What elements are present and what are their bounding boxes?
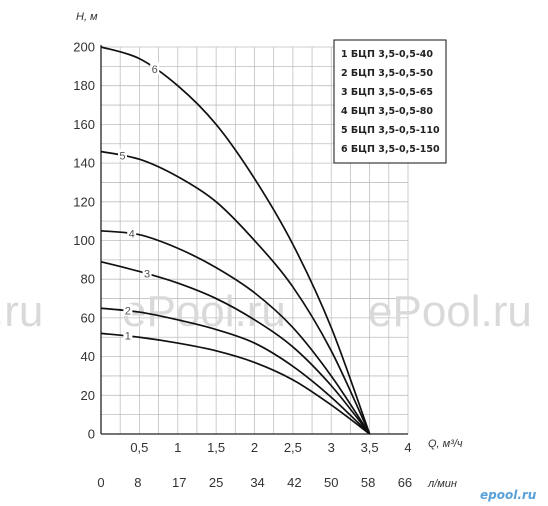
y-tick-label: 60	[81, 310, 95, 325]
y-axis-label: H, м	[76, 11, 98, 23]
y-tick-label: 160	[73, 117, 95, 132]
watermark-center: ePool.ru	[122, 287, 286, 336]
x2-axis-label: л/мин	[427, 478, 457, 490]
series-label: 2	[125, 305, 131, 317]
series-label: 6	[152, 64, 158, 76]
x2-tick-label: 34	[250, 475, 264, 490]
y-tick-label: 20	[81, 388, 95, 403]
legend: 1 БЦП 3,5-0,5-40 2 БЦП 3,5-0,5-50 3 БЦП 3,…	[333, 39, 447, 164]
x2-tick-label: 25	[209, 475, 223, 490]
x2-tick-label: 8	[134, 475, 141, 490]
x2-tick-label: 0	[97, 475, 104, 490]
legend-entry: 3 БЦП 3,5-0,5-65	[341, 87, 433, 98]
x-tick-label: 0,5	[130, 440, 148, 455]
series-label-bg	[142, 266, 152, 279]
axes	[100, 45, 408, 435]
x-tick-label: 2	[251, 440, 258, 455]
x-tick-label: 3	[328, 440, 335, 455]
x2-tick-label: 58	[361, 475, 375, 490]
legend-entry: 1 БЦП 3,5-0,5-40	[341, 49, 433, 60]
y-tick-label: 80	[81, 272, 95, 287]
grid	[101, 46, 409, 434]
series-label-bg	[127, 226, 137, 239]
x2-tick-label: 50	[324, 475, 338, 490]
x-tick-label: 4	[404, 440, 411, 455]
legend-entry: 5 БЦП 3,5-0,5-110	[341, 125, 440, 136]
x-axis-label: Q, м³/ч	[428, 438, 463, 450]
series-label-bg	[150, 62, 160, 75]
legend-box	[333, 39, 447, 164]
y-tick-label: 200	[73, 40, 95, 55]
y-tick-label: 0	[88, 427, 95, 442]
watermark-right: ePool.ru	[368, 287, 532, 336]
y-tick-label: 180	[73, 78, 95, 93]
series-label: 5	[119, 150, 125, 162]
series-line	[100, 332, 371, 435]
x-tick-label: 3,5	[361, 440, 379, 455]
y-tick-label: 140	[73, 156, 95, 171]
x-tick-label: 1	[174, 440, 181, 455]
series-label-bg	[123, 303, 133, 316]
y-tick-label: 40	[81, 349, 95, 364]
legend-entry: 2 БЦП 3,5-0,5-50	[341, 68, 433, 79]
x2-tick-label: 17	[172, 475, 186, 490]
series-label-bg	[117, 148, 127, 161]
series-line	[100, 46, 371, 435]
series-line	[100, 229, 371, 435]
legend-entry: 4 БЦП 3,5-0,5-80	[341, 106, 433, 117]
y-tick-label: 120	[73, 194, 95, 209]
curves: 1 2 3 4 5 6	[100, 46, 371, 435]
x-tick-label: 1,5	[207, 440, 225, 455]
legend-entry: 6 БЦП 3,5-0,5-150	[341, 144, 440, 155]
series-label: 1	[125, 331, 131, 343]
series-label-bg	[123, 329, 133, 342]
series-label: 4	[129, 228, 135, 240]
x-tick-label: 2,5	[284, 440, 302, 455]
y-tick-label: 100	[73, 233, 95, 248]
x2-tick-label: 66	[398, 475, 412, 490]
watermark-left: .ru	[0, 287, 43, 336]
x2-tick-label: 42	[287, 475, 301, 490]
series-line	[100, 307, 371, 435]
series-label: 3	[144, 268, 150, 280]
logo: epool.ru	[480, 488, 537, 502]
series-line	[100, 150, 371, 435]
